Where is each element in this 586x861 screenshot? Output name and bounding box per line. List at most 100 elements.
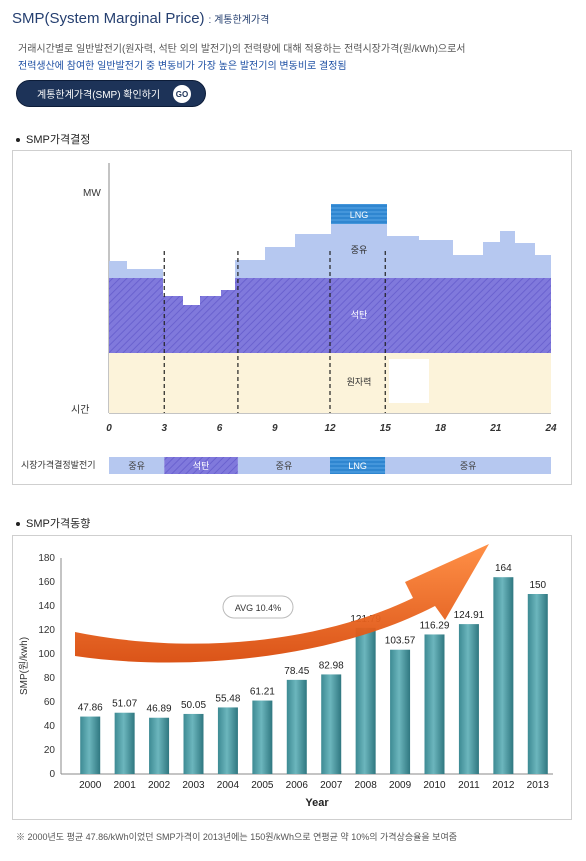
y-tick-label: 100 — [38, 649, 55, 660]
bar-value-label: 116.29 — [420, 620, 450, 631]
avg-annotation: AVG 10.4% — [235, 603, 281, 613]
x-tick-label: 2005 — [251, 780, 274, 791]
x-tick-label: 2013 — [527, 780, 550, 791]
x-axis-label: 시간 — [71, 404, 89, 416]
layer-nuclear-gap — [389, 359, 429, 403]
label-heavy-oil: 중유 — [351, 245, 368, 255]
x-tick-label: 0 — [106, 423, 112, 434]
section-title-label: SMP가격결정 — [26, 134, 91, 146]
market-bar-segment-label: LNG — [348, 461, 367, 471]
bar-2004 — [217, 707, 238, 774]
go-icon: GO — [173, 85, 191, 103]
bar-2010 — [424, 634, 445, 774]
x-tick-label: 18 — [435, 423, 447, 434]
bar-2000 — [80, 716, 101, 774]
description-line-1: 거래시간별로 일반발전기(원자력, 석탄 외의 발전기)의 전력량에 대해 적용… — [18, 44, 466, 55]
trend-arrow — [75, 544, 489, 663]
label-nuclear: 원자력 — [347, 376, 372, 387]
x-tick-label: 24 — [544, 423, 557, 434]
x-tick-label: 2003 — [182, 780, 205, 791]
bar-2007 — [321, 674, 342, 774]
market-bar-label: 시장가격결정발전기 — [21, 459, 96, 470]
x-tick-label: 15 — [380, 423, 392, 434]
market-bar-segment-label: 중유 — [460, 461, 477, 471]
page-title-sub: : 계통한계가격 — [208, 15, 270, 26]
x-tick-label: 2007 — [320, 780, 343, 791]
bar-value-label: 103.57 — [385, 636, 416, 647]
bar-value-label: 51.07 — [112, 699, 137, 710]
y-tick-label: 180 — [38, 553, 55, 564]
label-coal: 석탄 — [351, 310, 368, 320]
y-tick-labels: 0 20 40 60 80 100 120 140 160 180 — [38, 553, 55, 780]
bar-2011 — [458, 624, 479, 774]
y-tick-label: 80 — [44, 673, 56, 684]
bar-2003 — [183, 713, 204, 774]
time-markers — [163, 251, 386, 413]
market-bar-segment-label: 중유 — [276, 461, 293, 471]
smp-check-button-label: 계통한계가격(SMP) 확인하기 — [37, 90, 161, 101]
x-tick-label: 2011 — [458, 780, 480, 791]
bar-2001 — [114, 712, 135, 774]
x-tick-label: 2008 — [355, 780, 378, 791]
page-title-main: SMP(System Marginal Price) — [12, 10, 205, 27]
y-tick-label: 60 — [44, 697, 56, 708]
y-tick-label: 120 — [38, 625, 55, 636]
x-tick-label: 2000 — [79, 780, 102, 791]
bar-value-label: 61.21 — [250, 687, 275, 698]
y-tick-label: 20 — [44, 745, 56, 756]
bars: 47.86 2000 51.07 2001 46.89 2002 50.05 2003 55.4… — [78, 563, 550, 791]
x-tick-label: 21 — [489, 423, 502, 434]
market-bar-segment — [330, 457, 386, 474]
x-tick-label: 2009 — [389, 780, 412, 791]
x-tick-label: 2004 — [217, 780, 240, 791]
bar-2008 — [355, 627, 376, 774]
layer-oil-a — [109, 261, 163, 278]
market-bar-segment — [109, 457, 165, 474]
bar-2006 — [286, 679, 307, 774]
market-bar-segment — [237, 457, 330, 474]
bar-value-label: 124.91 — [454, 610, 485, 621]
y-axis-label: MW — [83, 188, 101, 199]
layer-lng — [331, 204, 387, 224]
bar-value-label: 150 — [529, 580, 546, 591]
bullet-icon — [16, 138, 20, 143]
layer-oil-b — [235, 224, 551, 278]
page-title: SMP(System Marginal Price): 계통한계가격 — [12, 10, 269, 27]
x-tick-label: 12 — [324, 423, 336, 434]
x-tick-label: 6 — [217, 423, 223, 434]
section-title-label: SMP가격동향 — [26, 518, 91, 530]
smp-determination-panel: MW 시간 중유 석탄 원자력 LNG 0 3 6 9 12 15 18 21 24 시장가격결… — [12, 150, 572, 485]
x-axis-title: Year — [305, 797, 329, 809]
bar-value-label: 164 — [495, 563, 512, 574]
label-lng: LNG — [350, 210, 369, 220]
bar-2009 — [390, 649, 411, 774]
avg-annotation-bubble — [222, 595, 294, 619]
x-tick-label: 2001 — [114, 780, 137, 791]
y-tick-label: 40 — [44, 721, 56, 732]
smp-trend-chart: SMP(원/kwh) Year 0 20 40 60 80 100 120 140 160 180… — [18, 544, 553, 809]
y-axis-title: SMP(원/kwh) — [18, 637, 30, 695]
smp-determination-chart: MW 시간 중유 석탄 원자력 LNG 0 3 6 9 12 15 18 21 24 시장가격결… — [21, 163, 557, 474]
market-bar-segment — [385, 457, 551, 474]
y-tick-label: 160 — [38, 577, 55, 588]
smp-check-button[interactable]: 계통한계가격(SMP) 확인하기 GO — [16, 80, 206, 107]
bar-2005 — [252, 700, 273, 774]
description-line-2: 전력생산에 참여한 일반발전기 중 변동비가 가장 높은 발전기의 변동비로 결… — [18, 61, 347, 72]
bar-2002 — [149, 717, 170, 774]
bar-value-label: 46.89 — [147, 704, 172, 715]
section-title-smp-determination: SMP가격결정 — [16, 131, 90, 147]
layer-nuclear — [109, 353, 551, 413]
y-tick-label: 0 — [49, 769, 55, 780]
footnote: ※ 2000년도 평균 47.86/kWh이었던 SMP가격이 2013년에는 … — [16, 832, 458, 842]
bar-2013 — [527, 594, 548, 774]
market-bar: 중유 석탄 중유 LNG 중유 — [109, 457, 551, 474]
bar-value-label: 50.05 — [181, 700, 206, 711]
section-title-smp-trend: SMP가격동향 — [16, 515, 90, 531]
x-tick-label: 9 — [272, 423, 278, 434]
bar-value-label: 78.45 — [284, 666, 309, 677]
x-tick-label: 2006 — [286, 780, 309, 791]
bullet-icon — [16, 522, 20, 527]
bar-value-label: 82.98 — [319, 660, 344, 671]
market-bar-segment-label: 석탄 — [193, 461, 210, 471]
x-tick-label: 3 — [161, 423, 167, 434]
